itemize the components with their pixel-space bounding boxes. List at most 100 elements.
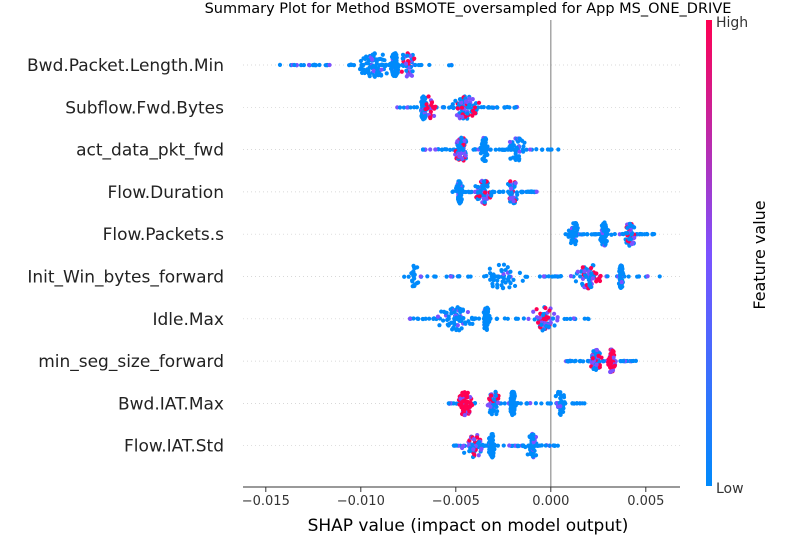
shap-point [593,232,598,237]
shap-point [517,149,522,154]
shap-point [454,315,459,320]
shap-point [397,105,403,110]
shap-point [590,356,596,361]
shap-point [628,223,633,229]
shap-point [378,56,383,61]
shap-point [513,105,518,110]
shap-point [511,147,516,152]
shap-point [372,64,377,69]
shap-point [490,454,495,459]
shap-point [458,144,463,149]
shap-point [416,316,421,321]
shap-point [412,265,417,270]
shap-point [427,316,432,321]
shap-point [573,231,578,236]
shap-point [476,316,482,321]
shap-point [472,400,478,406]
shap-point [491,272,496,277]
shap-point [569,229,575,234]
shap-point [453,98,458,103]
shap-point [486,105,491,110]
shap-point [485,184,490,189]
shap-point [571,316,576,321]
shap-point [525,189,531,194]
shap-point [603,231,608,236]
shap-point [482,154,487,159]
shap-point [493,393,499,398]
shap-point [511,277,516,283]
shap-point [499,268,504,274]
shap-point [459,405,464,410]
shap-point [514,145,519,150]
shap-point [360,67,366,72]
shap-point [465,309,471,315]
shap-point [412,276,417,281]
shap-point [499,147,505,152]
x-axis-ticks: −0.015 −0.010 −0.005 0.000 0.005 [242,487,664,509]
shap-point [492,397,497,402]
shap-point [591,349,596,354]
shap-point [590,276,595,281]
chart-title: Summary Plot for Method BSMOTE_oversampl… [205,1,732,17]
shap-point [481,105,486,110]
shap-point [650,232,655,237]
shap-point [454,184,459,189]
feature-label: Flow.IAT.Std [124,437,224,457]
shap-point [524,147,529,152]
shap-point [405,105,410,110]
shap-point [427,62,432,68]
shap-point [515,443,520,448]
shap-point [531,436,536,442]
shap-point [561,409,566,415]
shap-point [416,280,421,285]
shap-point [470,321,475,326]
feature-label: Subflow.Fwd.Bytes [65,98,224,118]
shap-point [603,242,608,247]
shap-point [372,74,377,79]
shap-point [589,232,594,237]
shap-point [541,274,546,279]
shap-point [610,348,615,353]
shap-point [459,197,464,202]
shap-point [515,139,521,144]
shap-point [400,52,406,57]
shap-point [523,444,528,450]
shap-point [481,179,487,184]
shap-point [429,100,435,105]
shap-point [459,100,464,105]
shap-point [446,314,451,319]
shap-point [551,443,556,448]
shap-point [496,275,502,280]
shap-point [575,269,580,274]
shap-point [531,309,536,314]
shap-point [431,113,437,119]
shap-point [488,147,493,152]
shap-point [473,111,478,116]
shap-point [541,312,546,318]
shap-point [327,62,332,68]
shap-point [531,440,536,445]
colorbar-title: Feature value [750,200,769,309]
shap-point [462,138,467,144]
shap-point [420,147,426,152]
shap-point [406,274,411,279]
shap-point [594,271,599,276]
shap-point [555,315,560,320]
shap-point [292,62,297,68]
shap-point [545,401,550,406]
shap-point [380,52,385,57]
shap-point [609,369,614,374]
shap-point [515,192,520,197]
shap-point [573,279,579,284]
shap-point [489,450,495,455]
shap-point [458,189,464,194]
shap-point [495,443,501,448]
shap-point [483,197,488,202]
shap-point [457,274,462,279]
shap-point [457,318,462,323]
shap-point [493,147,498,152]
shap-point [525,274,530,279]
shap-point [448,274,453,279]
shap-point [597,278,603,284]
shap-point [577,401,583,406]
